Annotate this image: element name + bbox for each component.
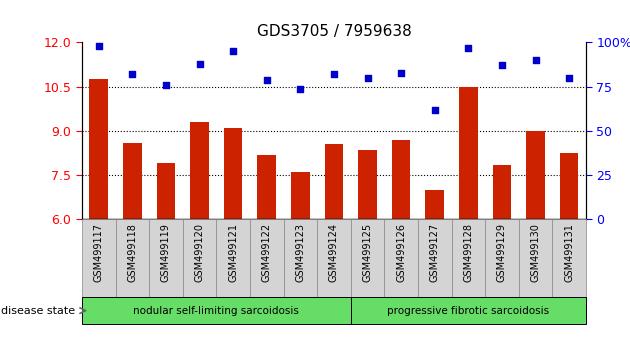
- Bar: [392, 140, 410, 219]
- Text: GSM499117: GSM499117: [94, 223, 104, 282]
- Point: [127, 72, 137, 77]
- Bar: [351, 219, 384, 297]
- Bar: [89, 79, 108, 219]
- Bar: [317, 219, 351, 297]
- Point: [295, 86, 306, 91]
- Text: GSM499120: GSM499120: [195, 223, 205, 282]
- Bar: [250, 219, 284, 297]
- Point: [362, 75, 372, 81]
- Text: GSM499122: GSM499122: [261, 223, 272, 282]
- Text: GSM499129: GSM499129: [497, 223, 507, 282]
- Text: GSM499128: GSM499128: [463, 223, 473, 282]
- Bar: [425, 190, 444, 219]
- Bar: [384, 219, 418, 297]
- Text: GSM499127: GSM499127: [430, 223, 440, 282]
- Bar: [115, 219, 149, 297]
- Text: GSM499123: GSM499123: [295, 223, 306, 282]
- Bar: [216, 219, 250, 297]
- Bar: [284, 219, 317, 297]
- Bar: [258, 155, 276, 219]
- Point: [161, 82, 171, 88]
- Bar: [123, 143, 142, 219]
- Bar: [526, 131, 545, 219]
- Text: GSM499124: GSM499124: [329, 223, 339, 282]
- Bar: [452, 219, 485, 297]
- Bar: [157, 164, 175, 219]
- Point: [94, 43, 104, 49]
- Text: GSM499121: GSM499121: [228, 223, 238, 282]
- Bar: [82, 219, 115, 297]
- Point: [329, 72, 339, 77]
- Text: GSM499130: GSM499130: [530, 223, 541, 282]
- Point: [530, 57, 541, 63]
- Bar: [485, 219, 518, 297]
- Bar: [459, 87, 478, 219]
- Bar: [358, 150, 377, 219]
- Bar: [560, 153, 578, 219]
- Text: GSM499126: GSM499126: [396, 223, 406, 282]
- Text: GSM499119: GSM499119: [161, 223, 171, 282]
- Point: [564, 75, 574, 81]
- Point: [430, 107, 440, 113]
- Bar: [224, 128, 243, 219]
- Bar: [493, 165, 511, 219]
- Point: [463, 45, 473, 51]
- Text: progressive fibrotic sarcoidosis: progressive fibrotic sarcoidosis: [387, 306, 549, 316]
- Bar: [553, 219, 586, 297]
- Point: [497, 63, 507, 68]
- Bar: [149, 219, 183, 297]
- Bar: [351, 297, 586, 324]
- Point: [195, 61, 205, 67]
- Text: disease state: disease state: [1, 306, 76, 316]
- Point: [396, 70, 406, 75]
- Bar: [82, 297, 351, 324]
- Text: nodular self-limiting sarcoidosis: nodular self-limiting sarcoidosis: [134, 306, 299, 316]
- Point: [228, 48, 238, 54]
- Bar: [190, 122, 209, 219]
- Text: GSM499131: GSM499131: [564, 223, 574, 282]
- Bar: [324, 144, 343, 219]
- Text: GSM499118: GSM499118: [127, 223, 137, 282]
- Title: GDS3705 / 7959638: GDS3705 / 7959638: [256, 23, 411, 39]
- Bar: [183, 219, 216, 297]
- Text: GSM499125: GSM499125: [362, 223, 372, 282]
- Bar: [291, 172, 309, 219]
- Bar: [518, 219, 553, 297]
- Point: [261, 77, 272, 82]
- Bar: [418, 219, 452, 297]
